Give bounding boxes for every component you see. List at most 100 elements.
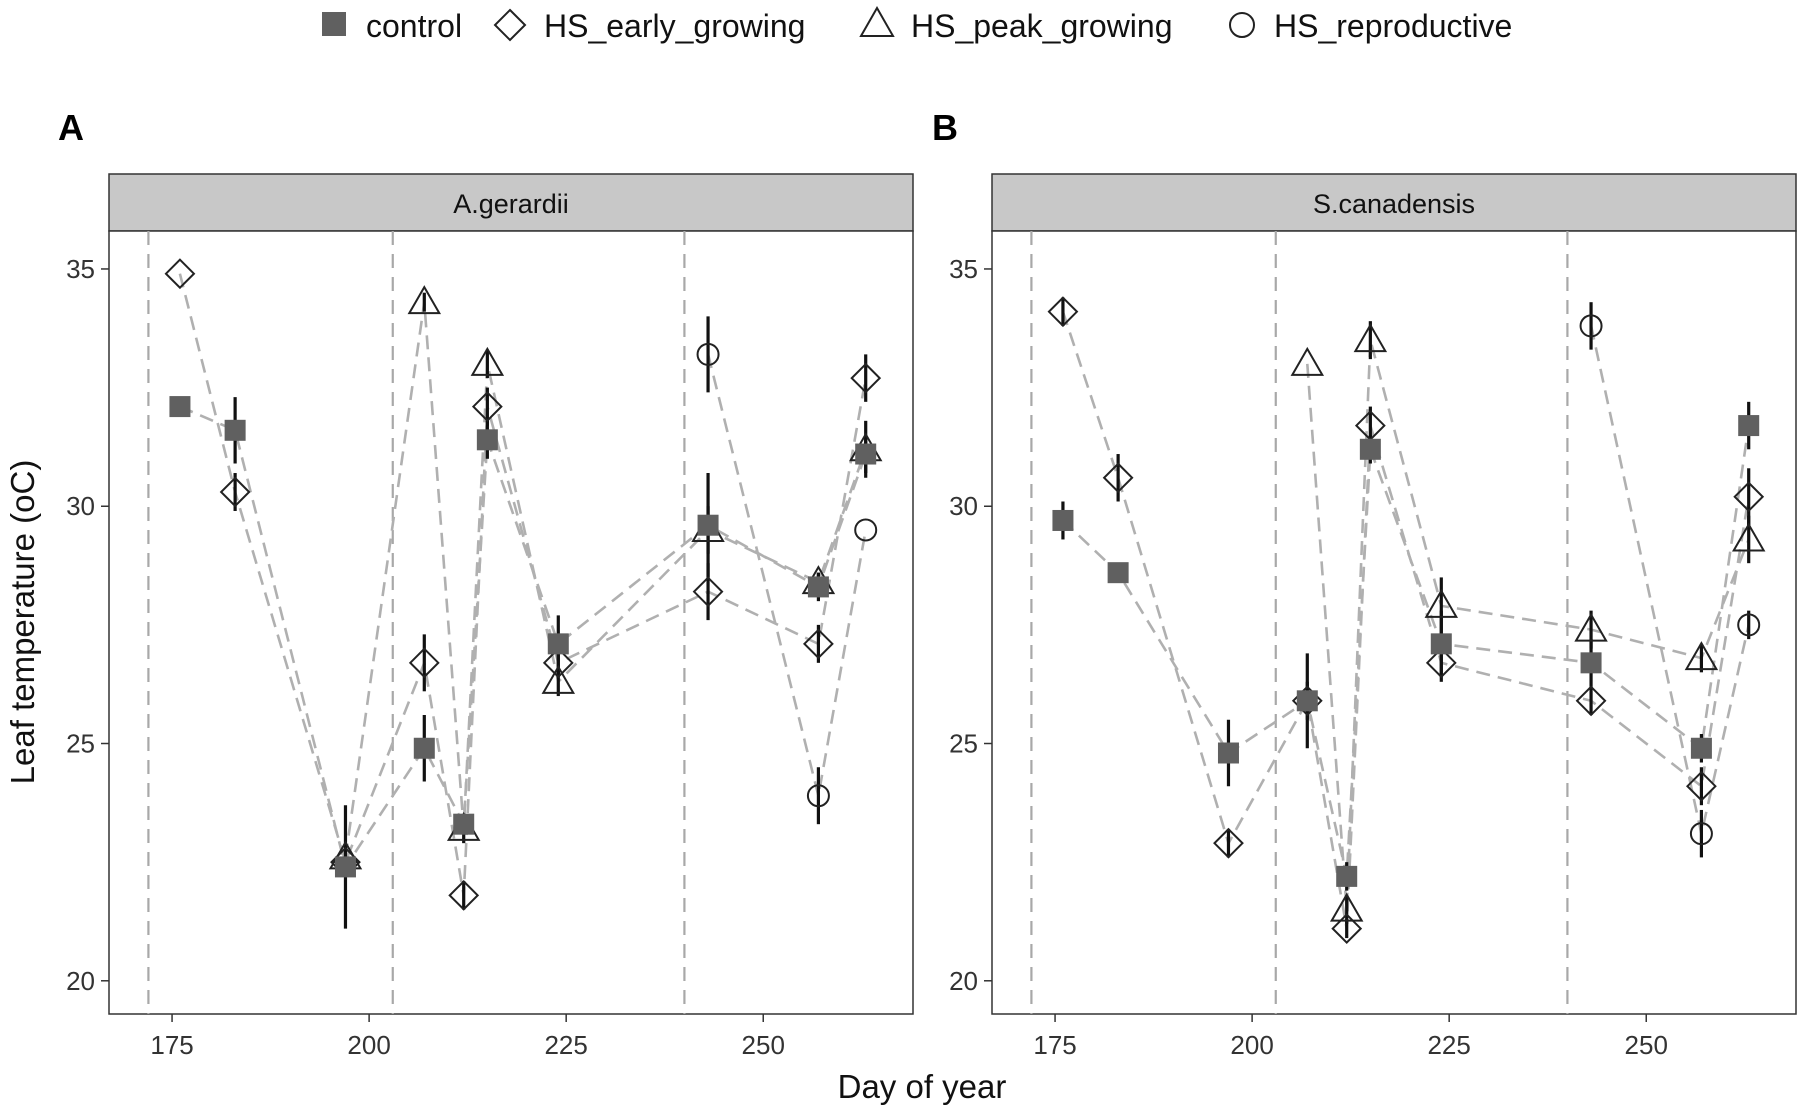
panel-a-line-hs-peak-growing [344, 302, 867, 858]
panel-b-point-control-5 [1359, 438, 1381, 460]
panel-a-point-control-9 [855, 443, 877, 465]
panel-a-point-control-6 [547, 633, 569, 655]
panel-b-y-ticks: 20 25 30 35 [949, 254, 992, 996]
panel-a-point-hs-early-growing-1 [219, 476, 251, 508]
panel-b-y-tick-label-2: 30 [949, 491, 978, 521]
legend-control-square-icon [322, 12, 346, 36]
panel-a-points [164, 258, 883, 911]
panel-a-x-tick-label-3: 250 [742, 1030, 785, 1060]
panel-b-point-hs-peak-growing-2 [1353, 323, 1388, 353]
panel-b-point-hs-peak-growing-6 [1731, 522, 1766, 552]
panel-b: B S.canadensis 175 200 225 250 20 25 30 35 [932, 107, 1797, 1060]
panel-b-line-hs-early-growing [1061, 311, 1750, 929]
panel-a-point-hs-reproductive-2 [854, 518, 878, 542]
panel-b-x-tick-label-3: 250 [1625, 1030, 1668, 1060]
panel-b-vlines [1030, 231, 1569, 1014]
panel-b-y-tick-label-1: 25 [949, 729, 978, 759]
panel-a-vlines [147, 231, 686, 1014]
panel-a-x-tick-label-0: 175 [150, 1030, 193, 1060]
legend-item-control: control [322, 8, 462, 44]
panel-b-point-control-8 [1690, 737, 1712, 759]
panel-b-point-hs-reproductive-1 [1689, 822, 1713, 846]
legend-hs-peak-growing-label: HS_peak_growing [911, 8, 1173, 44]
panel-b-point-hs-reproductive-2 [1737, 613, 1761, 637]
panel-b-x-tick-label-1: 200 [1230, 1030, 1273, 1060]
y-axis-title: Leaf temperature (oC) [4, 460, 41, 785]
panel-a-y-ticks: 20 25 30 35 [66, 254, 109, 996]
panel-a-y-tick-label-2: 30 [66, 491, 95, 521]
legend: control HS_early_growing HS_peak_growing… [322, 5, 1512, 44]
panel-b-y-tick-label-3: 35 [949, 254, 978, 284]
legend-item-hs-early-growing: HS_early_growing [493, 8, 805, 44]
panel-a-point-hs-early-growing-6 [542, 647, 574, 679]
panel-b-point-control-4 [1336, 865, 1358, 887]
panel-a-point-hs-early-growing-7 [692, 576, 724, 608]
legend-item-hs-reproductive: HS_reproductive [1229, 8, 1512, 44]
panel-b-point-hs-early-growing-0 [1047, 296, 1079, 328]
panel-b-point-hs-peak-growing-4 [1574, 612, 1608, 642]
panel-a-series-lines [178, 273, 867, 896]
panel-b-point-hs-early-growing-4 [1331, 913, 1363, 944]
panel-a-strip [108, 173, 914, 232]
panel-b-point-hs-early-growing-1 [1102, 462, 1134, 494]
panel-b-x-tick-label-0: 175 [1033, 1030, 1076, 1060]
panel-a-point-control-0 [169, 396, 191, 418]
panel-b-x-tick-label-2: 225 [1427, 1030, 1470, 1060]
legend-control-label: control [366, 8, 462, 44]
panel-b-point-hs-early-growing-9 [1733, 481, 1765, 513]
panel-b-point-hs-peak-growing-3 [1424, 588, 1459, 618]
legend-triangle-icon [859, 5, 895, 37]
panel-a-x-ticks: 175 200 225 250 [150, 1014, 785, 1060]
panel-b-plot-area [991, 230, 1797, 1015]
panel-a-point-hs-early-growing-3 [408, 647, 440, 679]
panel-a-x-tick-label-2: 225 [544, 1030, 587, 1060]
panel-b-point-control-7 [1580, 652, 1602, 674]
panel-a-point-hs-early-growing-5 [471, 391, 503, 422]
panel-b-strip [991, 173, 1797, 232]
panel-b-point-hs-early-growing-8 [1685, 770, 1717, 802]
panel-a-point-control-1 [224, 419, 246, 441]
panel-b-point-hs-early-growing-6 [1425, 647, 1457, 679]
panel-a-point-hs-early-growing-8 [802, 628, 834, 660]
legend-circle-icon [1229, 12, 1255, 38]
panel-a-y-tick-label-0: 20 [66, 966, 95, 996]
legend-item-hs-peak-growing: HS_peak_growing [859, 5, 1173, 44]
panel-a-point-hs-early-growing-9 [850, 362, 882, 394]
panel-a-plot-area [108, 230, 914, 1015]
panel-b-point-control-6 [1430, 633, 1452, 655]
legend-hs-early-growing-label: HS_early_growing [544, 8, 805, 44]
panel-b-point-control-9 [1738, 415, 1760, 437]
panel-b-point-hs-peak-growing-5 [1684, 641, 1719, 671]
panel-b-point-control-0 [1052, 509, 1074, 531]
panel-a-point-hs-peak-growing-4 [541, 664, 576, 694]
panel-a-point-hs-early-growing-4 [448, 879, 480, 911]
panel-a-point-hs-peak-growing-3 [470, 346, 505, 376]
panel-b-point-control-1 [1107, 562, 1129, 584]
panel-b-x-ticks: 175 200 225 250 [1033, 1014, 1668, 1060]
panel-a-point-control-3 [413, 737, 435, 759]
panel-a-point-control-8 [807, 576, 829, 598]
legend-hs-reproductive-label: HS_reproductive [1274, 8, 1512, 44]
panel-b-y-tick-label-0: 20 [949, 966, 978, 996]
panel-b-point-hs-early-growing-2 [1213, 827, 1244, 859]
panel-a-strip-label: A.gerardii [453, 189, 569, 219]
legend-diamond-icon [493, 8, 527, 42]
panel-a-point-hs-peak-growing-1 [407, 285, 442, 315]
x-axis-title: Day of year [838, 1068, 1007, 1105]
panel-a-point-control-2 [334, 856, 356, 878]
panel-b-point-hs-early-growing-7 [1575, 685, 1607, 717]
panel-b-point-control-3 [1296, 690, 1318, 712]
panel-a-y-tick-label-1: 25 [66, 729, 95, 759]
panel-b-point-hs-reproductive-0 [1579, 314, 1603, 338]
panel-a-point-control-4 [453, 813, 475, 835]
panel-b-strip-label: S.canadensis [1313, 189, 1475, 219]
panel-a-point-hs-reproductive-0 [696, 342, 720, 366]
panel-a-x-tick-label-1: 200 [347, 1030, 390, 1060]
panel-b-point-control-2 [1217, 742, 1239, 764]
panel-a-label: A [58, 107, 84, 148]
panel-b-points [1047, 296, 1766, 944]
panel-b-point-hs-peak-growing-1 [1329, 892, 1364, 922]
panel-a-point-control-7 [697, 514, 719, 536]
panel-a-point-control-5 [476, 429, 498, 451]
